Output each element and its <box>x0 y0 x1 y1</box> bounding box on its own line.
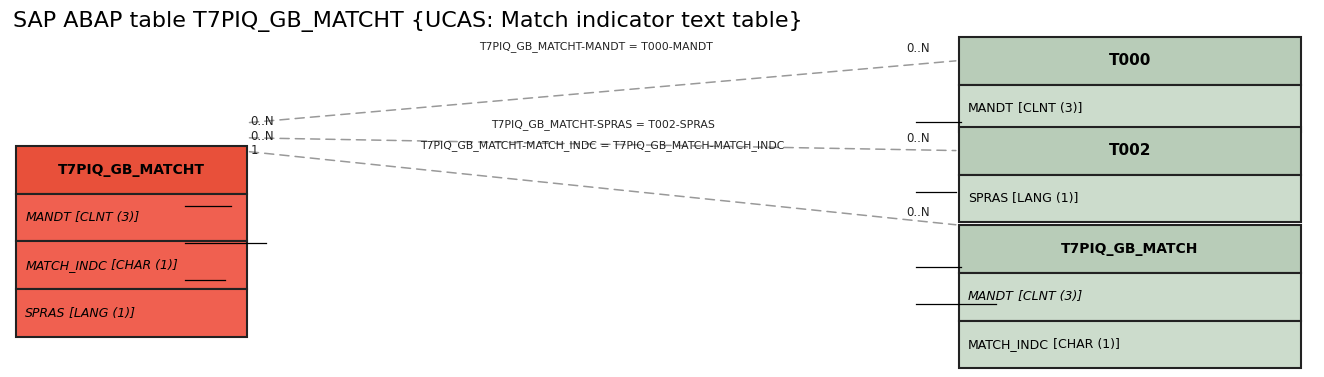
Text: SAP ABAP table T7PIQ_GB_MATCHT {UCAS: Match indicator text table}: SAP ABAP table T7PIQ_GB_MATCHT {UCAS: Ma… <box>13 11 802 32</box>
Text: T000: T000 <box>1110 53 1152 68</box>
FancyBboxPatch shape <box>959 225 1301 273</box>
Text: MANDT: MANDT <box>968 290 1014 303</box>
Text: [CLNT (3)]: [CLNT (3)] <box>71 211 139 224</box>
FancyBboxPatch shape <box>959 175 1301 222</box>
Text: 0..N: 0..N <box>906 206 929 219</box>
Text: SPRAS: SPRAS <box>25 307 66 320</box>
Text: T7PIQ_GB_MATCHT-MANDT = T000-MANDT: T7PIQ_GB_MATCHT-MANDT = T000-MANDT <box>479 41 712 52</box>
Text: T002: T002 <box>1108 143 1152 158</box>
FancyBboxPatch shape <box>16 289 246 337</box>
Text: MANDT: MANDT <box>968 102 1014 115</box>
Text: [LANG (1)]: [LANG (1)] <box>1008 192 1078 205</box>
FancyBboxPatch shape <box>959 37 1301 84</box>
FancyBboxPatch shape <box>16 194 246 241</box>
Text: 0..N: 0..N <box>906 42 929 55</box>
Text: MATCH_INDC: MATCH_INDC <box>968 338 1049 351</box>
Text: 1: 1 <box>250 144 258 157</box>
FancyBboxPatch shape <box>16 146 246 194</box>
Text: T7PIQ_GB_MATCH: T7PIQ_GB_MATCH <box>1062 242 1198 256</box>
Text: T7PIQ_GB_MATCHT: T7PIQ_GB_MATCHT <box>58 163 205 177</box>
FancyBboxPatch shape <box>959 84 1301 132</box>
Text: [CHAR (1)]: [CHAR (1)] <box>107 259 177 272</box>
Text: [CLNT (3)]: [CLNT (3)] <box>1014 102 1082 115</box>
FancyBboxPatch shape <box>959 127 1301 175</box>
Text: [LANG (1)]: [LANG (1)] <box>65 307 135 320</box>
Text: 0..N: 0..N <box>250 115 274 128</box>
Text: 0..N: 0..N <box>250 130 274 143</box>
Text: 0..N: 0..N <box>906 132 929 145</box>
Text: T7PIQ_GB_MATCHT-SPRAS = T002-SPRAS: T7PIQ_GB_MATCHT-SPRAS = T002-SPRAS <box>491 119 715 130</box>
Text: T7PIQ_GB_MATCHT-MATCH_INDC = T7PIQ_GB_MATCH-MATCH_INDC: T7PIQ_GB_MATCHT-MATCH_INDC = T7PIQ_GB_MA… <box>421 141 785 152</box>
FancyBboxPatch shape <box>959 273 1301 320</box>
Text: [CHAR (1)]: [CHAR (1)] <box>1049 338 1119 351</box>
FancyBboxPatch shape <box>16 241 246 289</box>
Text: MANDT: MANDT <box>25 211 71 224</box>
Text: MATCH_INDC: MATCH_INDC <box>25 259 107 272</box>
FancyBboxPatch shape <box>959 320 1301 368</box>
Text: SPRAS: SPRAS <box>968 192 1008 205</box>
Text: [CLNT (3)]: [CLNT (3)] <box>1014 290 1082 303</box>
